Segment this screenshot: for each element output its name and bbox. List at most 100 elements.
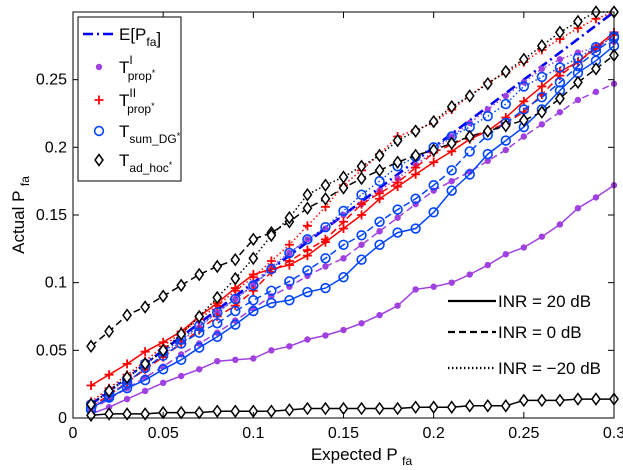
data-point [320, 191, 331, 206]
data-point [590, 41, 602, 53]
x-axis-label: Expected P fa [311, 445, 413, 468]
series-layer [85, 5, 620, 423]
data-point [284, 295, 295, 306]
data-point [482, 76, 493, 91]
legend-item-prop1: TI prop* [95, 53, 156, 83]
data-point [356, 171, 367, 186]
data-point [410, 148, 421, 163]
data-point [320, 401, 331, 416]
legend: E[Pfa]TI prop*TII prop*Tsum_DG*Tad_hoc* [77, 16, 182, 182]
data-point [410, 223, 421, 234]
data-point [482, 399, 493, 413]
data-point [464, 146, 475, 157]
legend-label: E[Pfa] [119, 25, 161, 49]
data-point [374, 401, 385, 416]
data-point [320, 221, 331, 233]
data-point [357, 199, 367, 209]
data-point [140, 407, 151, 421]
series-0 [90, 10, 615, 406]
x-tick-label: 0 [69, 425, 78, 442]
data-point [86, 397, 96, 412]
data-point [196, 366, 203, 373]
legend-label-star: * [177, 131, 181, 141]
data-point [554, 62, 566, 73]
inr-legend-label: INR = −20 dB [498, 359, 601, 378]
data-point [357, 210, 367, 220]
legend-label-sup: I [129, 53, 132, 67]
y-tick-label: 0 [58, 410, 67, 427]
legend-label-base: T [119, 58, 129, 77]
data-point [500, 118, 511, 133]
data-point [410, 400, 421, 414]
data-point [284, 403, 295, 417]
data-point [159, 379, 167, 387]
data-point [340, 326, 347, 334]
x-tick-label: 0.15 [328, 425, 359, 442]
data-point [232, 295, 239, 303]
x-tick-label: 0.2 [423, 425, 445, 442]
data-point [536, 105, 547, 119]
data-point [194, 309, 205, 324]
data-point [194, 327, 205, 338]
x-tick-label: 0.25 [508, 425, 539, 442]
data-point [446, 136, 457, 151]
data-point [538, 65, 546, 73]
data-point [302, 401, 313, 416]
data-point [446, 99, 457, 114]
legend-label-base: T [119, 122, 129, 141]
data-point [410, 124, 421, 138]
legend-marker [94, 95, 104, 105]
data-point [194, 267, 205, 282]
data-point [86, 381, 96, 391]
data-point [356, 401, 367, 416]
data-point [284, 247, 295, 259]
data-point [356, 230, 367, 241]
data-point [520, 244, 528, 251]
data-point [266, 285, 277, 296]
data-point [176, 354, 187, 366]
legend-item-sumdg: Tsum_DG* [93, 122, 181, 146]
data-point [358, 320, 365, 327]
series-line [90, 11, 614, 406]
data-point [554, 393, 565, 408]
data-point [448, 279, 455, 286]
data-point [248, 295, 259, 306]
data-point [464, 399, 475, 413]
data-point [320, 282, 331, 294]
data-point [157, 364, 169, 375]
data-point [375, 188, 385, 198]
inr-legend-label: INR = 20 dB [498, 292, 591, 311]
legend-label-sub: prop [128, 69, 152, 83]
data-point [320, 178, 331, 193]
data-point [466, 271, 473, 278]
data-point [230, 271, 241, 286]
data-point [266, 297, 277, 309]
data-point [394, 302, 401, 309]
data-point [286, 343, 293, 350]
data-point [122, 308, 133, 322]
legend-label: Tad_hoc* [119, 151, 173, 175]
series-line [90, 34, 615, 408]
data-point [158, 343, 169, 358]
legend-label-sub: sum_DG [129, 132, 176, 146]
data-point [302, 234, 313, 245]
series-line [90, 37, 615, 411]
legend-marker [95, 63, 103, 71]
legend-box [77, 16, 182, 182]
data-point [536, 393, 547, 408]
data-point [302, 201, 313, 216]
data-point [536, 39, 547, 53]
data-point [446, 400, 457, 414]
data-point [591, 392, 601, 406]
data-point [392, 133, 403, 148]
data-point [410, 193, 421, 204]
data-point [591, 62, 601, 76]
data-point [86, 339, 96, 354]
data-point [248, 251, 259, 266]
data-point [230, 319, 241, 330]
data-point [520, 133, 528, 140]
data-point [484, 157, 491, 165]
data-point [302, 286, 313, 298]
legend-label: TI prop* [119, 53, 156, 83]
data-point [592, 194, 600, 201]
